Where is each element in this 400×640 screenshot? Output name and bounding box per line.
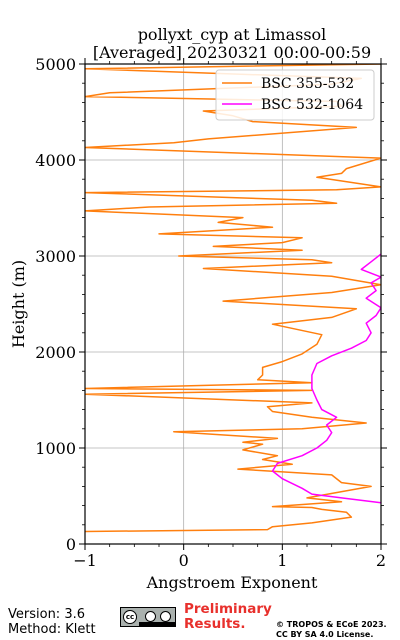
- series-line-0: [85, 64, 381, 533]
- by-attribution-icon: [145, 611, 156, 622]
- y-tick-label: 2000: [35, 343, 76, 362]
- chart-title-line1: pollyxt_cyp at Limassol: [138, 25, 327, 44]
- legend-box: [215, 69, 375, 121]
- method-text: Method: Klett: [8, 622, 96, 637]
- share-alike-icon: [160, 611, 171, 622]
- y-tick-label: 3000: [35, 247, 76, 266]
- legend-label-bsc532: BSC 532-1064: [261, 97, 363, 113]
- x-axis-label: Angstroem Exponent: [146, 573, 318, 592]
- chart-title-line2: [Averaged] 20230321 00:00-00:59: [93, 43, 371, 62]
- copyright-line2: CC BY SA 4.0 License.: [276, 630, 374, 639]
- x-tick-label: 0: [179, 551, 189, 570]
- copyright-text: © TROPOS & ECoE 2023. CC BY SA 4.0 Licen…: [276, 620, 387, 640]
- y-tick-label: 0: [66, 535, 76, 554]
- series-lines: [85, 64, 381, 533]
- version-text: Version: 3.6: [8, 607, 85, 622]
- legend: BSC 355-532 BSC 532-1064: [215, 69, 375, 121]
- y-tick-label: 4000: [35, 151, 76, 170]
- angstroem-profile-chart: pollyxt_cyp at Limassol [Averaged] 20230…: [9, 25, 387, 592]
- legend-label-bsc355: BSC 355-532: [261, 76, 354, 92]
- y-axis-label: Height (m): [9, 260, 28, 348]
- x-tick-label: 1: [277, 551, 287, 570]
- grid-lines: [84, 63, 382, 545]
- y-tick-label: 1000: [35, 439, 76, 458]
- x-tick-label: −1: [73, 551, 97, 570]
- cc-logo-icon: cc: [123, 610, 137, 624]
- series-line-1: [271, 253, 381, 504]
- x-tick-label: 2: [376, 551, 386, 570]
- cc-license-badge-icon: cc: [120, 607, 176, 627]
- y-tick-label: 5000: [35, 55, 76, 74]
- preliminary-results-text: Preliminary Results.: [184, 601, 272, 632]
- badge-strip: [139, 622, 175, 626]
- plot-frame: [84, 63, 382, 545]
- copyright-line1: © TROPOS & ECoE 2023.: [276, 620, 387, 629]
